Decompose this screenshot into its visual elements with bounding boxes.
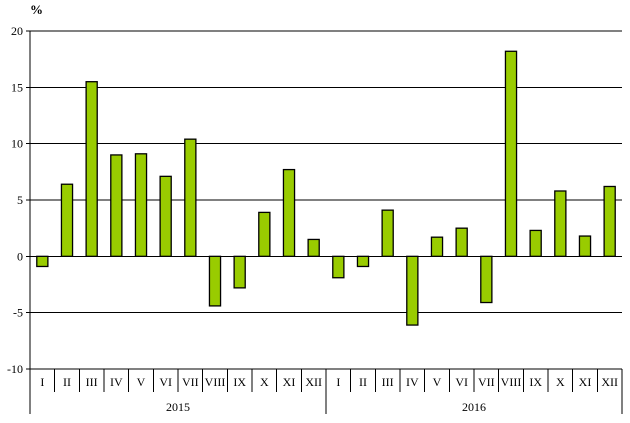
bar: [110, 154, 123, 257]
y-tick-label: 15: [11, 80, 23, 94]
bar: [430, 236, 444, 257]
x-tick-label: IX: [233, 375, 246, 389]
y-tick-label: 20: [11, 24, 23, 38]
y-tick-label: -10: [7, 362, 23, 376]
bar: [381, 209, 394, 257]
x-tick-label: IV: [406, 375, 419, 389]
year-label: 2016: [462, 400, 486, 414]
x-tick-label: VI: [159, 375, 172, 389]
y-tick-label: 5: [17, 193, 23, 207]
x-tick-label: V: [137, 375, 146, 389]
x-tick-label: VIII: [501, 375, 522, 389]
x-tick-label: IX: [529, 375, 542, 389]
bar: [258, 211, 271, 257]
x-tick-label: V: [433, 375, 442, 389]
bar: [406, 255, 419, 326]
bar: [529, 229, 542, 257]
bar: [159, 175, 172, 257]
bar: [85, 81, 98, 257]
y-tick-label: 0: [17, 249, 23, 263]
x-tick-label: VII: [182, 375, 199, 389]
bar: [282, 168, 296, 257]
x-tick-label: II: [359, 375, 367, 389]
x-tick-label: XII: [601, 375, 618, 389]
bar: [184, 138, 197, 257]
bar: [208, 255, 222, 307]
y-tick-label: -5: [13, 306, 23, 320]
gridlines: [30, 30, 622, 370]
bar: [554, 190, 567, 257]
bar: [36, 255, 49, 268]
bar: [307, 238, 320, 257]
bar: [504, 50, 518, 257]
x-tick-label: I: [336, 375, 340, 389]
bar: [480, 255, 493, 304]
bar: [455, 227, 468, 257]
x-tick-label: XI: [579, 375, 592, 389]
bar: [603, 185, 616, 257]
bar: [233, 255, 246, 289]
x-tick-label: VII: [478, 375, 495, 389]
bar: [60, 183, 74, 257]
bar: [356, 255, 370, 268]
bars: [36, 50, 616, 326]
y-axis-unit: %: [30, 2, 43, 17]
x-tick-label: III: [382, 375, 394, 389]
x-tick-label: II: [63, 375, 71, 389]
bar: [134, 153, 148, 257]
bar: [578, 235, 592, 257]
y-tick-label: 10: [11, 137, 23, 151]
bar: [332, 255, 345, 279]
x-tick-label: I: [40, 375, 44, 389]
x-tick-label: VIII: [205, 375, 226, 389]
x-tick-label: VI: [455, 375, 468, 389]
year-label: 2015: [166, 400, 190, 414]
axes: [26, 30, 623, 414]
x-tick-label: X: [556, 375, 565, 389]
x-tick-label: IV: [110, 375, 123, 389]
x-tick-label: XII: [305, 375, 322, 389]
x-tick-label: III: [86, 375, 98, 389]
x-tick-label: X: [260, 375, 269, 389]
x-tick-label: XI: [283, 375, 296, 389]
